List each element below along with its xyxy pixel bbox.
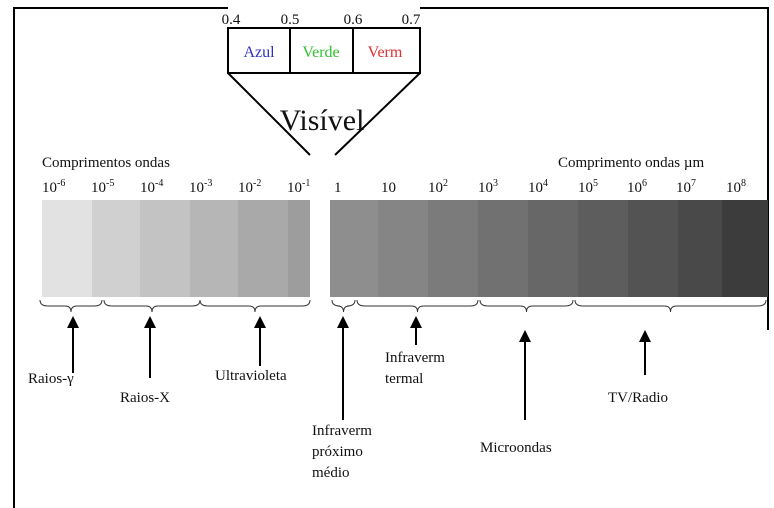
tick-label: 102 bbox=[428, 178, 448, 196]
tick-exp: -4 bbox=[155, 178, 163, 189]
brace bbox=[103, 299, 201, 313]
spectrum-segment bbox=[628, 200, 678, 297]
tick-exp: 4 bbox=[543, 178, 548, 189]
tick-base: 10 bbox=[478, 180, 493, 196]
brace bbox=[331, 299, 356, 313]
tick-base: 10 bbox=[189, 180, 204, 196]
spectrum-segment bbox=[428, 200, 478, 297]
arrow-head bbox=[337, 316, 349, 328]
tick-base: 10 bbox=[287, 180, 302, 196]
brace bbox=[356, 299, 479, 313]
visible-rect bbox=[227, 27, 421, 74]
brace bbox=[479, 299, 574, 313]
tick-base: 1 bbox=[334, 180, 342, 196]
tick-base: 10 bbox=[140, 180, 155, 196]
region-label: próximo bbox=[312, 444, 363, 460]
tick-base: 10 bbox=[528, 180, 543, 196]
region-label: Ultravioleta bbox=[215, 368, 287, 384]
funnel-line bbox=[227, 72, 311, 156]
tick-label: 10-4 bbox=[140, 178, 163, 196]
arrow-head bbox=[410, 316, 422, 328]
tick-label: 106 bbox=[627, 178, 647, 196]
tick-exp: 5 bbox=[593, 178, 598, 189]
tick-label: 10-3 bbox=[189, 178, 212, 196]
spectrum-segment bbox=[678, 200, 722, 297]
spectrum-segment bbox=[238, 200, 288, 297]
spectrum-segment bbox=[330, 200, 378, 297]
arrow-head bbox=[639, 330, 651, 342]
brace bbox=[574, 299, 767, 313]
tick-base: 10 bbox=[578, 180, 593, 196]
visible-tick: 0.5 bbox=[281, 12, 300, 28]
tick-base: 10 bbox=[381, 180, 396, 196]
spectrum-segment bbox=[528, 200, 578, 297]
tick-exp: -3 bbox=[204, 178, 212, 189]
spectrum-segment bbox=[190, 200, 238, 297]
tick-label: 10 bbox=[381, 180, 396, 196]
band-blue: Azul bbox=[243, 44, 275, 61]
tick-exp: -5 bbox=[106, 178, 114, 189]
spectrum-segment bbox=[578, 200, 628, 297]
generated: 10-6 10-5 10-4 10-3 10-2 10-1 1 10 102 103 104 105 1… bbox=[28, 178, 768, 481]
band-red: Verm bbox=[368, 44, 403, 61]
region-label: termal bbox=[385, 371, 423, 387]
region-label: Raios-γ bbox=[28, 371, 74, 387]
arrow-head bbox=[254, 316, 266, 328]
tick-base: 10 bbox=[238, 180, 253, 196]
visible-tick: 0.4 bbox=[222, 12, 241, 28]
tick-base: 10 bbox=[726, 180, 741, 196]
tick-exp: 2 bbox=[443, 178, 448, 189]
tick-base: 10 bbox=[42, 180, 57, 196]
region-label: médio bbox=[312, 465, 350, 481]
tick-base: 10 bbox=[428, 180, 443, 196]
funnel-line bbox=[334, 72, 421, 156]
spectrum-segment bbox=[378, 200, 428, 297]
band-green: Verde bbox=[302, 44, 339, 61]
tick-base: 10 bbox=[627, 180, 642, 196]
brace bbox=[39, 299, 103, 313]
region-label: Infraverm bbox=[312, 423, 372, 439]
tick-base: 10 bbox=[91, 180, 106, 196]
frame-left-top bbox=[13, 7, 228, 508]
tick-label: 10-6 bbox=[42, 178, 65, 196]
tick-exp: 6 bbox=[642, 178, 647, 189]
region-label: Microondas bbox=[480, 440, 552, 456]
region-label: Raios-X bbox=[120, 390, 170, 406]
tick-label: 107 bbox=[676, 178, 696, 196]
spectrum-segment bbox=[478, 200, 528, 297]
spectrum-segment bbox=[42, 200, 92, 297]
arrow-head bbox=[519, 330, 531, 342]
arrow-head bbox=[67, 316, 79, 328]
tick-exp: -2 bbox=[253, 178, 261, 189]
tick-label: 10-5 bbox=[91, 178, 114, 196]
tick-label: 103 bbox=[478, 178, 498, 196]
tick-label: 108 bbox=[726, 178, 746, 196]
visible-title: Visível bbox=[280, 104, 365, 137]
tick-label: 10-2 bbox=[238, 178, 261, 196]
right-axis-label: Comprimento ondas µm bbox=[558, 155, 704, 171]
tick-label: 105 bbox=[578, 178, 598, 196]
spectrum-segment bbox=[92, 200, 140, 297]
brace bbox=[199, 299, 311, 313]
tick-exp: -6 bbox=[57, 178, 65, 189]
spectrum-segment bbox=[722, 200, 768, 297]
region-label: Infraverm bbox=[385, 350, 445, 366]
visible-tick: 0.7 bbox=[402, 12, 421, 28]
tick-label: 104 bbox=[528, 178, 548, 196]
tick-exp: 7 bbox=[691, 178, 696, 189]
tick-label: 1 bbox=[334, 180, 342, 196]
arrow-head bbox=[144, 316, 156, 328]
tick-exp: 8 bbox=[741, 178, 746, 189]
spectrum-segment bbox=[288, 200, 310, 297]
left-axis-label: Comprimentos ondas bbox=[42, 155, 170, 171]
visible-box bbox=[227, 27, 421, 156]
tick-label: 10-1 bbox=[287, 178, 310, 196]
tick-exp: 3 bbox=[493, 178, 498, 189]
spectrum-segment bbox=[140, 200, 190, 297]
tick-base: 10 bbox=[676, 180, 691, 196]
visible-tick: 0.6 bbox=[344, 12, 363, 28]
region-label: TV/Radio bbox=[608, 390, 668, 406]
tick-exp: -1 bbox=[302, 178, 310, 189]
